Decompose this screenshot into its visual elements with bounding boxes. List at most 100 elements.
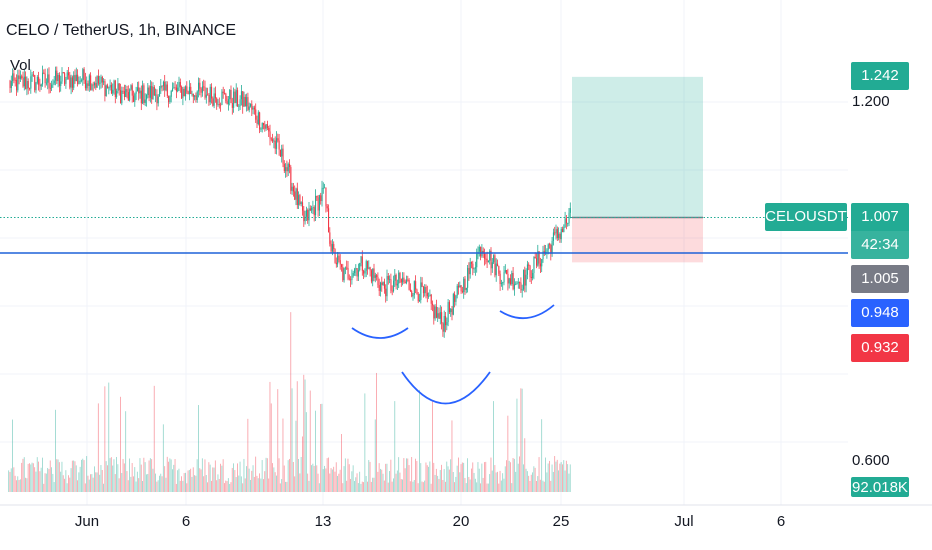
candle-body	[252, 107, 254, 110]
volume-bar	[270, 403, 272, 492]
candle-body	[519, 282, 521, 284]
volume-bar	[259, 473, 260, 492]
volume-bar	[60, 471, 62, 492]
time-axis-label-25: 25	[552, 513, 570, 530]
candle-body	[564, 218, 566, 228]
candle-body	[568, 212, 570, 224]
volume-bar	[277, 389, 279, 492]
candle-body	[485, 258, 487, 260]
candle-body	[521, 289, 523, 291]
volume-bar	[107, 465, 108, 492]
volume-bar	[380, 468, 381, 492]
candle-body	[330, 243, 332, 252]
volume-bar	[56, 459, 58, 492]
candle-body	[455, 295, 457, 302]
candle-body	[402, 277, 404, 283]
volume-bar	[110, 457, 112, 492]
volume-bar	[484, 462, 485, 492]
candle-body	[196, 91, 198, 101]
candle-body	[491, 262, 493, 269]
candle-body	[17, 75, 19, 91]
candle-body	[74, 75, 76, 82]
candle-body	[240, 91, 242, 100]
candle-body	[95, 82, 97, 88]
volume-bar	[378, 463, 380, 492]
volume-bar	[122, 458, 124, 492]
volume-bar	[181, 476, 182, 492]
volume-bar	[357, 483, 359, 492]
volume-bar	[568, 473, 570, 492]
candle-body	[279, 149, 281, 157]
volume-bar	[179, 480, 181, 492]
volume-bar	[159, 475, 160, 492]
candle-body	[524, 269, 526, 286]
candle-body	[534, 256, 536, 259]
pattern-arcs	[351, 304, 555, 405]
volume-bar	[147, 473, 149, 492]
candle-body	[565, 218, 567, 224]
candle-body	[272, 139, 274, 142]
volume-bar	[19, 479, 21, 492]
volume-bar	[490, 457, 492, 492]
volume-bar	[406, 458, 407, 492]
price-axis-label-0600: 0.600	[852, 452, 890, 469]
volume-bar	[330, 468, 332, 492]
candle-body	[57, 74, 59, 82]
candle-body	[268, 128, 270, 132]
volume-bar	[62, 475, 64, 492]
volume-bar	[443, 469, 445, 492]
volume-bar	[217, 474, 219, 492]
volume-bar	[55, 409, 56, 492]
candle-body	[471, 262, 473, 264]
candle-body	[329, 232, 331, 244]
volume-bar	[503, 478, 505, 492]
volume-bar	[75, 465, 77, 492]
volume-bar	[311, 465, 312, 492]
candle-body	[315, 195, 317, 216]
volume-bar	[446, 461, 448, 492]
candle-body	[182, 88, 184, 99]
candle-body	[133, 95, 135, 102]
volume-bar	[247, 418, 249, 492]
volume-bar	[70, 468, 72, 492]
volume-bar	[434, 474, 436, 492]
volume-bar	[445, 481, 446, 492]
candle-body	[78, 81, 80, 84]
previous-close-badge: 1.005	[851, 265, 909, 293]
volume-bar	[395, 473, 397, 492]
candle-body	[357, 270, 359, 277]
candle-body	[391, 290, 393, 292]
symbol-badge: CELOUSDT	[765, 203, 847, 231]
candle-body	[237, 90, 239, 107]
candle-body	[217, 104, 219, 106]
volume-bar	[187, 470, 189, 492]
candle-body	[178, 81, 180, 88]
volume-bar	[101, 470, 103, 492]
volume-bar	[520, 388, 522, 492]
candle-body	[139, 90, 141, 94]
candle-body	[503, 272, 505, 283]
candle-body	[244, 96, 246, 107]
candle-body	[224, 93, 226, 94]
volume-bar	[13, 467, 15, 492]
candle-body	[69, 75, 71, 88]
volume-indicator-label: Vol	[10, 57, 31, 74]
volume-bar	[273, 467, 275, 492]
candle-body	[235, 90, 237, 103]
volume-bar	[117, 464, 119, 492]
candle-body	[406, 279, 408, 283]
candle-body	[248, 106, 250, 110]
candle-body	[454, 294, 456, 302]
volume-bar	[165, 477, 167, 492]
volume-bar	[227, 478, 229, 492]
volume-bar	[22, 458, 24, 492]
candle-body	[334, 249, 336, 263]
volume-bar	[513, 458, 515, 492]
candle-body	[256, 119, 258, 125]
volume-bar	[511, 483, 513, 492]
candle-body	[218, 104, 220, 106]
volume-bar	[333, 466, 335, 492]
candle-body	[404, 281, 406, 283]
candle-body	[304, 216, 306, 222]
